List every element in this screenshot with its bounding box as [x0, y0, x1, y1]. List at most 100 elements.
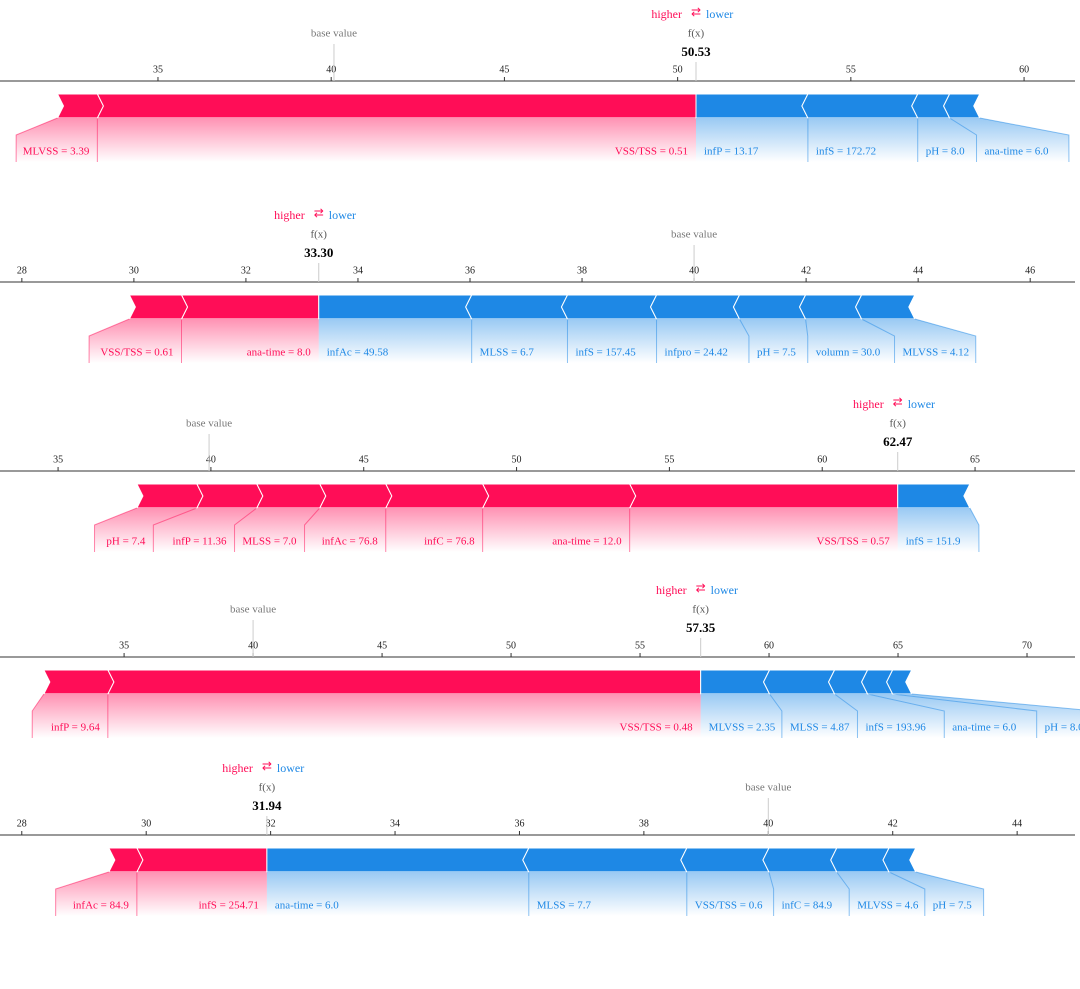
- lower-label: lower: [711, 583, 738, 597]
- feature-label: MLVSS = 4.12: [903, 347, 970, 359]
- feature-bar: [798, 294, 863, 320]
- x-tick-label: 60: [817, 454, 827, 465]
- feature-bar: [560, 294, 658, 320]
- label-shade: [97, 118, 696, 162]
- feature-label: ana-time = 6.0: [275, 900, 339, 912]
- feature-label: infP = 9.64: [51, 722, 100, 734]
- label-shade: [567, 319, 657, 363]
- feature-bar: [628, 483, 899, 509]
- label-edge: [88, 318, 130, 363]
- x-tick-label: 35: [53, 454, 63, 465]
- arrow-label: ⇄: [696, 581, 706, 595]
- feature-bar: [943, 93, 981, 119]
- feature-label: infC = 84.9: [782, 900, 833, 912]
- feature-label: MLSS = 4.87: [790, 722, 850, 734]
- lower-label: lower: [908, 397, 935, 411]
- feature-bar: [196, 483, 264, 509]
- x-tick-label: 40: [326, 64, 336, 75]
- base-value-label: base value: [671, 229, 717, 241]
- x-tick-label: 55: [846, 64, 856, 75]
- x-tick-label: 45: [359, 454, 369, 465]
- feature-bar: [649, 294, 741, 320]
- fx-name: f(x): [688, 28, 705, 40]
- feature-label: MLSS = 7.7: [537, 900, 592, 912]
- x-tick-label: 45: [499, 64, 509, 75]
- x-tick-label: 50: [673, 64, 683, 75]
- label-shade: [805, 319, 895, 363]
- feature-bar: [180, 294, 320, 320]
- feature-bar: [680, 847, 770, 873]
- feature-bar: [107, 669, 702, 695]
- label-shade: [304, 508, 386, 552]
- feature-label: VSS/TSS = 0.51: [615, 146, 688, 158]
- x-tick-label: 65: [970, 454, 980, 465]
- feature-label: infAc = 49.58: [327, 347, 389, 359]
- label-shade: [897, 508, 979, 552]
- feature-bar: [762, 847, 838, 873]
- fx-value: 33.30: [304, 245, 333, 260]
- x-tick-label: 50: [512, 454, 522, 465]
- x-tick-label: 42: [888, 818, 898, 829]
- feature-label: pH = 8.0: [1045, 722, 1080, 734]
- label-shade: [181, 319, 319, 363]
- arrow-label: ⇄: [262, 759, 272, 773]
- label-shade: [807, 118, 918, 162]
- fx-name: f(x): [310, 229, 327, 241]
- label-shade: [471, 319, 568, 363]
- label-shade: [32, 694, 108, 738]
- x-tick-label: 42: [801, 265, 811, 276]
- label-shade: [768, 872, 850, 916]
- lower-label: lower: [277, 761, 304, 775]
- feature-label: ana-time = 6.0: [952, 722, 1016, 734]
- label-shade: [769, 694, 858, 738]
- feature-label: VSS/TSS = 0.61: [100, 347, 173, 359]
- label-shade: [656, 319, 749, 363]
- label-edge: [94, 507, 138, 552]
- feature-label: pH = 7.5: [933, 900, 972, 912]
- label-shade: [867, 694, 1037, 738]
- x-tick-label: 28: [17, 818, 27, 829]
- base-value-label: base value: [230, 604, 276, 616]
- feature-label: MLVSS = 4.6: [857, 900, 919, 912]
- label-shade: [385, 508, 483, 552]
- label-shade: [482, 508, 630, 552]
- x-tick-label: 60: [1019, 64, 1029, 75]
- base-value-label: base value: [745, 782, 791, 794]
- base-value-label: base value: [186, 418, 232, 430]
- x-tick-label: 55: [635, 640, 645, 651]
- feature-label: infpro = 24.42: [665, 347, 728, 359]
- x-tick-label: 70: [1022, 640, 1032, 651]
- higher-label: higher: [853, 397, 884, 411]
- x-tick-label: 45: [377, 640, 387, 651]
- x-tick-label: 35: [119, 640, 129, 651]
- label-shade: [949, 118, 1069, 162]
- x-tick-label: 38: [577, 265, 587, 276]
- arrow-label: ⇄: [691, 5, 701, 19]
- feature-label: infS = 254.71: [199, 900, 259, 912]
- feature-label: VSS/TSS = 0.6: [695, 900, 763, 912]
- feature-bar: [318, 483, 393, 509]
- label-shade: [16, 118, 98, 162]
- feature-bar: [136, 483, 204, 509]
- feature-label: MLSS = 7.0: [242, 536, 297, 548]
- label-shade: [686, 872, 774, 916]
- fx-value: 31.94: [252, 798, 282, 813]
- x-tick-label: 44: [913, 265, 923, 276]
- x-tick-label: 34: [353, 265, 363, 276]
- fx-value: 57.35: [686, 620, 716, 635]
- label-shade: [695, 118, 808, 162]
- feature-bar: [318, 294, 473, 320]
- feature-bar: [384, 483, 490, 509]
- fx-name: f(x): [889, 418, 906, 430]
- x-tick-label: 50: [506, 640, 516, 651]
- feature-bar: [700, 669, 771, 695]
- higher-label: higher: [651, 7, 682, 21]
- feature-label: infAc = 84.9: [73, 900, 129, 912]
- label-shade: [89, 319, 182, 363]
- x-tick-label: 36: [465, 265, 475, 276]
- x-tick-label: 46: [1025, 265, 1035, 276]
- feature-bar: [481, 483, 637, 509]
- higher-label: higher: [274, 208, 305, 222]
- label-shade: [94, 508, 197, 552]
